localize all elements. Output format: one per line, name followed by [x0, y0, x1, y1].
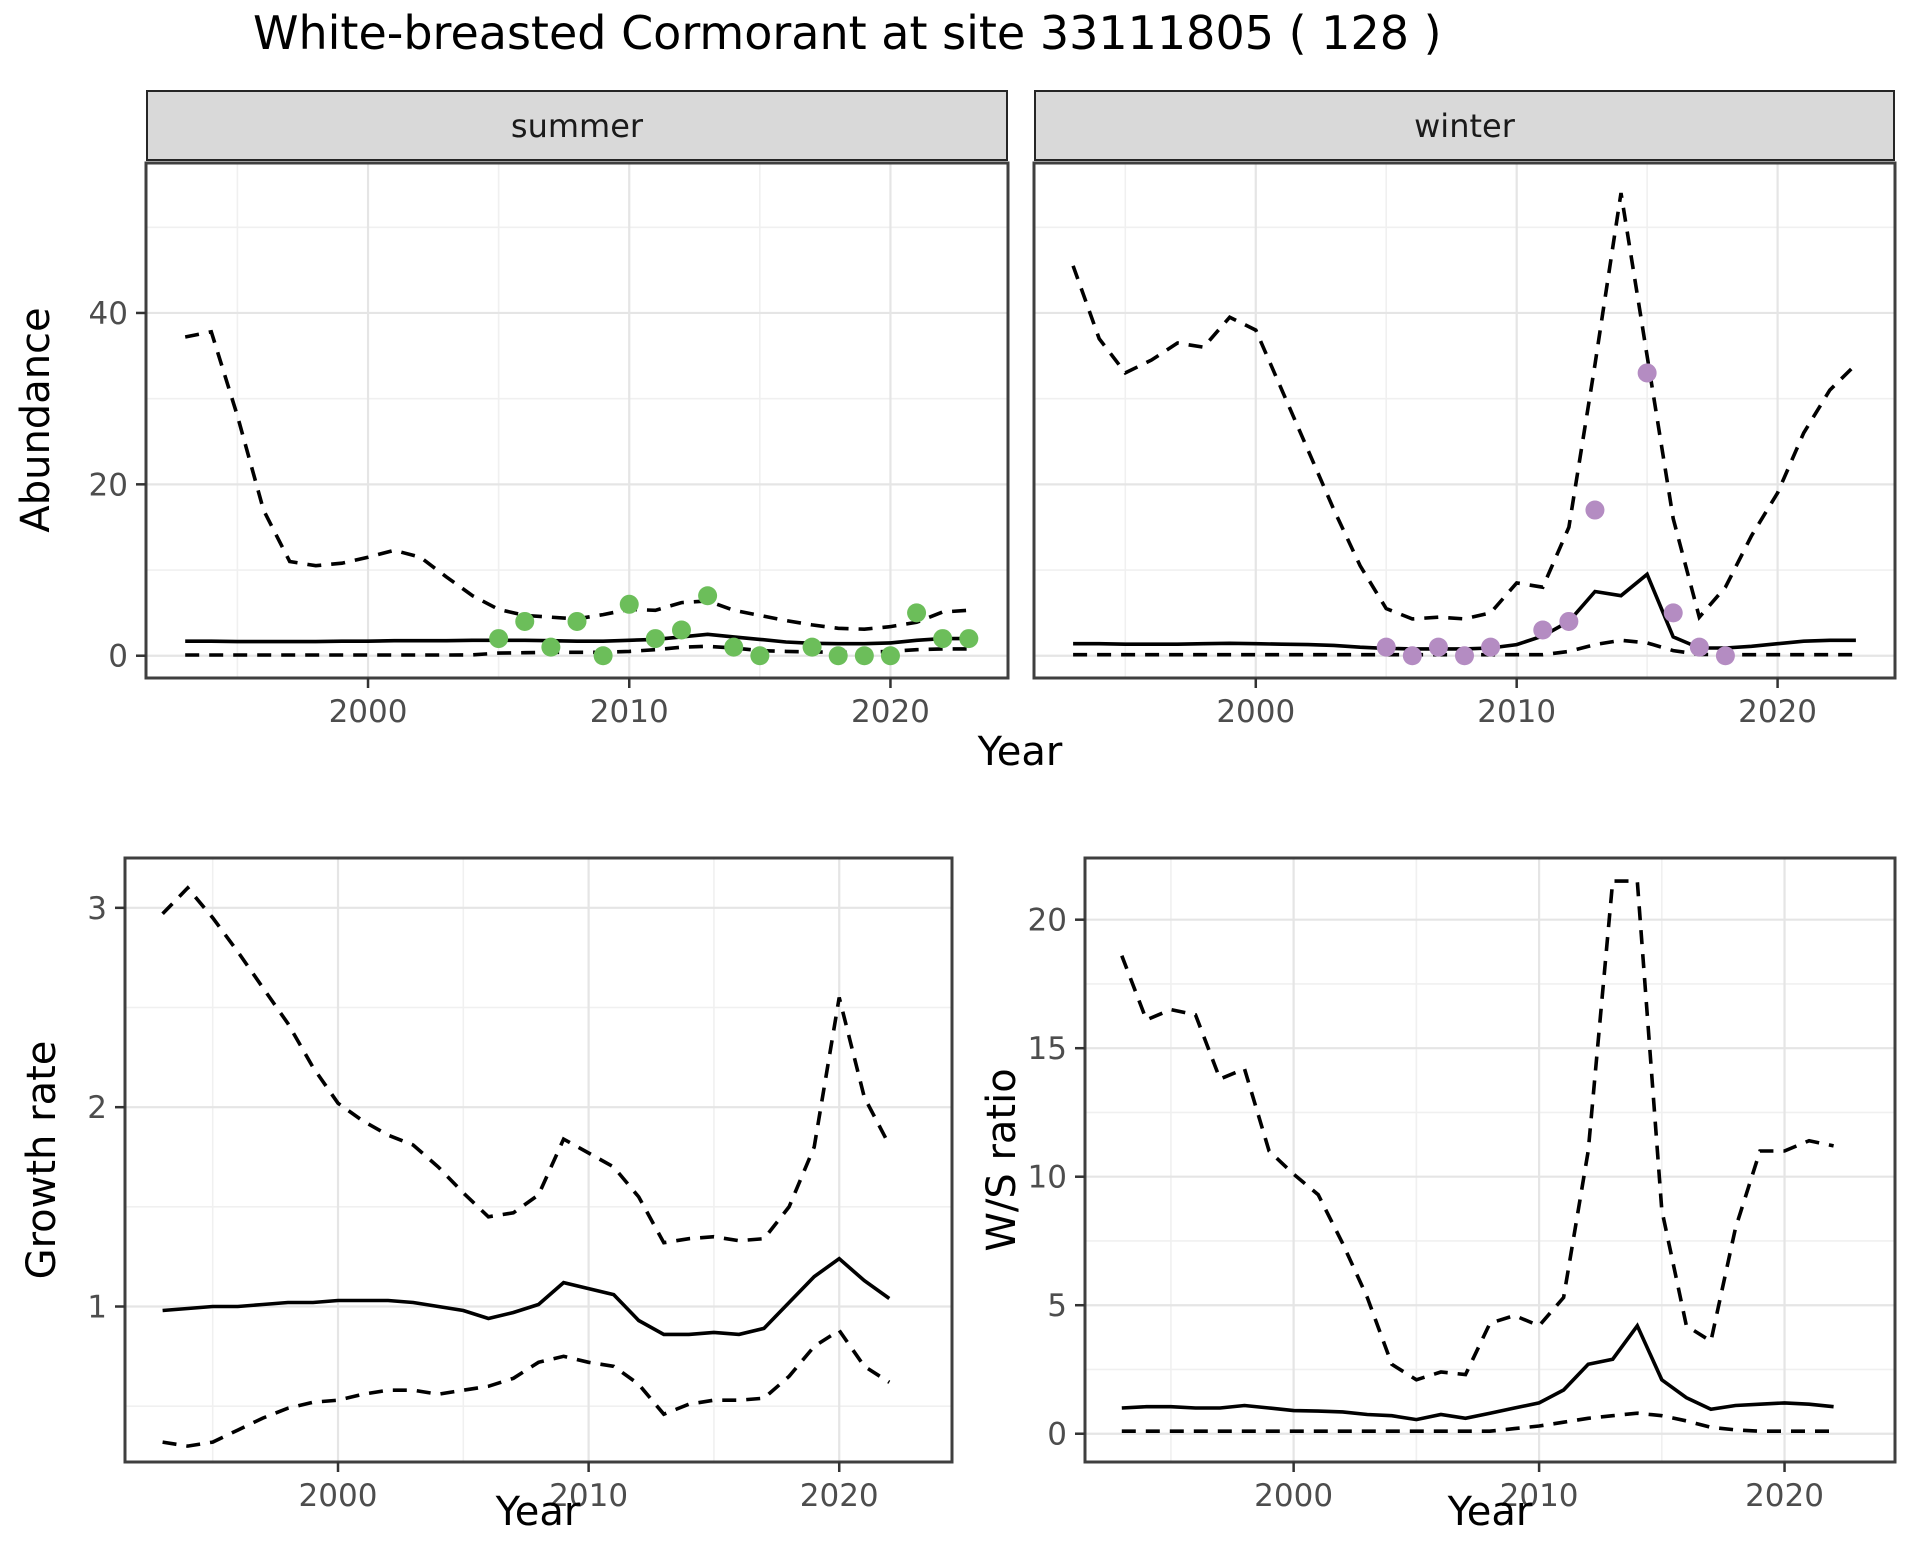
x-tick-label: 2010 [1500, 1478, 1579, 1514]
observed-winter-point [1376, 637, 1396, 657]
x-tick-label: 2000 [1254, 1478, 1333, 1514]
x-axis-title-year-ws: Year [1447, 1489, 1533, 1535]
y-tick-label: 2 [87, 1090, 107, 1126]
y-tick-label: 5 [1047, 1288, 1067, 1324]
observed-winter-point [1455, 646, 1474, 666]
observed-summer-point [750, 646, 770, 666]
observed-summer-point [933, 629, 953, 649]
observed-winter-point [1637, 363, 1657, 383]
facet-strip-winter-label: winter [1414, 106, 1515, 145]
observed-summer-point [907, 603, 927, 623]
panel-border-growth [123, 856, 954, 1464]
x-tick-label: 2000 [1216, 694, 1295, 730]
observed-summer-point [828, 646, 848, 666]
observed-summer-point [802, 637, 822, 657]
y-tick-label: 20 [89, 467, 128, 503]
observed-summer-point [880, 646, 900, 666]
observed-summer-point [671, 620, 691, 640]
observed-winter-point [1585, 500, 1605, 520]
observed-summer-point [515, 611, 535, 631]
y-axis-title-growth-rate: Growth rate [19, 1040, 65, 1280]
abundance-summer-fitted-median-line [185, 632, 969, 646]
growth-rate-upper-ci-line [161, 885, 891, 1245]
observed-winter-point [1428, 637, 1448, 657]
ws-ratio-upper-ci-line [1120, 879, 1834, 1382]
x-tick-label: 2010 [549, 1478, 628, 1514]
abundance-winter-upper-ci-line [1071, 192, 1858, 621]
panel-summer: 2000 2010 2020 0 20 40 [89, 161, 1010, 730]
observed-winter-point [1402, 646, 1422, 666]
y-tick-label: 0 [108, 639, 128, 675]
x-axis-title-year-growth: Year [495, 1489, 581, 1535]
observed-summer-point [724, 637, 744, 657]
facet-strip-summer: summer [146, 90, 1008, 161]
y-axis-title-ws-ratio: W/S ratio [979, 1068, 1025, 1252]
panel-border-summer [144, 161, 1010, 680]
observed-summer-point [645, 629, 665, 649]
abundance-summer-upper-ci-line [184, 329, 969, 632]
panel-winter: 2000 2010 2020 [1032, 161, 1897, 730]
observed-winter-point [1715, 646, 1735, 666]
panel-ws: 2000 2010 2020 0 5 10 15 20 [1028, 856, 1897, 1514]
panel-border-ws [1083, 856, 1897, 1464]
y-axis-title-abundance: Abundance [13, 307, 59, 533]
abundance-summer-lower-ci-line [185, 644, 969, 657]
panel-border-winter [1032, 161, 1897, 680]
observed-summer-point [959, 629, 979, 649]
observed-summer-point [854, 646, 874, 666]
x-tick-label: 2020 [851, 694, 930, 730]
observed-winter-point [1663, 603, 1683, 623]
abundance-winter-fitted-median-line [1073, 571, 1856, 651]
observed-winter-point [1559, 611, 1579, 631]
observed-summer-point [541, 637, 561, 657]
observed-summer-point [489, 629, 509, 649]
observed-winter-point [1689, 637, 1709, 657]
facet-strip-summer-label: summer [510, 106, 644, 145]
plot-title: White-breasted Cormorant at site 3311180… [253, 6, 1442, 60]
panel-growth: 2000 2010 2020 1 2 3 [87, 856, 954, 1514]
y-tick-label: 20 [1028, 903, 1067, 939]
x-tick-label: 2010 [590, 694, 669, 730]
y-tick-label: 1 [87, 1290, 107, 1326]
x-tick-label: 2010 [1477, 694, 1556, 730]
growth-rate-lower-ci-line [162, 1327, 891, 1448]
observed-summer-point [619, 594, 639, 614]
y-tick-label: 3 [87, 891, 107, 927]
observed-summer-point [698, 586, 718, 606]
observed-summer-point [567, 611, 587, 631]
observed-winter-point [1533, 620, 1553, 640]
x-tick-label: 2020 [1745, 1478, 1824, 1514]
x-tick-label: 2000 [299, 1478, 378, 1514]
y-tick-label: 15 [1028, 1031, 1067, 1067]
y-tick-label: 40 [89, 296, 128, 332]
y-tick-label: 0 [1047, 1417, 1067, 1453]
x-tick-label: 2020 [1738, 694, 1817, 730]
growth-rate-fitted-median-line [162, 1256, 891, 1337]
x-tick-label: 2000 [329, 694, 408, 730]
x-axis-title-year-top: Year [977, 729, 1063, 775]
ws-ratio-fitted-median-line [1121, 1322, 1834, 1422]
x-tick-label: 2020 [800, 1478, 879, 1514]
facet-strip-winter: winter [1034, 90, 1895, 161]
observed-summer-point [593, 646, 613, 666]
y-tick-label: 10 [1028, 1160, 1067, 1196]
observed-winter-point [1481, 637, 1501, 657]
